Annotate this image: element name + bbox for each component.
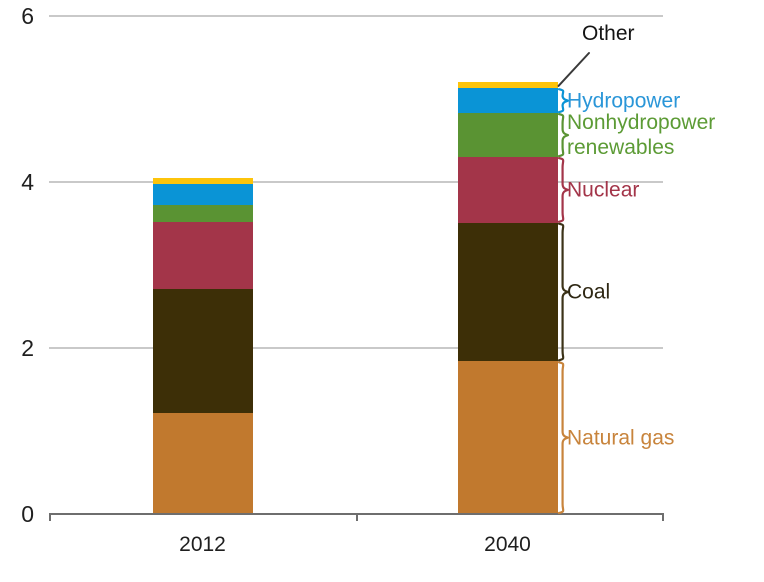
- x-axis-tick-1: [356, 514, 358, 521]
- y-tick-label-0: 0: [21, 501, 34, 527]
- bar-2040-segment-other: [457, 82, 558, 88]
- x-tick-label-2040: 2040: [484, 533, 531, 556]
- gridline-y2: [49, 347, 663, 349]
- series-label-other: Other: [582, 22, 635, 45]
- bar-2040-segment-hydropower: [457, 88, 558, 113]
- y-tick-label-2: 2: [21, 335, 34, 361]
- gridline-y6: [49, 15, 663, 17]
- series-label-nuclear: Nuclear: [567, 178, 640, 202]
- y-tick-label-4: 4: [21, 169, 34, 195]
- bar-2040-segment-coal: [457, 223, 558, 361]
- gridline-y4: [49, 181, 663, 183]
- series-label-natural-gas: Natural gas: [567, 426, 675, 450]
- bar-2040-segment-nonhydropower-renewables: [457, 113, 558, 157]
- series-label-hydropower: Hydropower: [567, 89, 681, 113]
- bar-2040-segment-natural-gas: [457, 361, 558, 514]
- bar-2040-segment-nuclear: [457, 157, 558, 223]
- bar-2012-segment-coal: [152, 289, 253, 413]
- x-axis-tick-0: [49, 514, 51, 521]
- x-tick-label-2012: 2012: [179, 533, 226, 556]
- bar-2012-segment-natural-gas: [152, 413, 253, 514]
- bar-2012-segment-hydropower: [152, 184, 253, 205]
- bar-2012-segment-other: [152, 178, 253, 184]
- series-label-coal: Coal: [567, 280, 611, 304]
- x-axis-tick-2: [662, 514, 664, 521]
- bar-2012-segment-nuclear: [152, 222, 253, 289]
- bar-2012-segment-nonhydropower-renewables: [152, 205, 253, 222]
- y-tick-label-6: 6: [21, 3, 34, 29]
- series-label-nonhydropower-renewables: Nonhydropower renewables: [567, 111, 716, 160]
